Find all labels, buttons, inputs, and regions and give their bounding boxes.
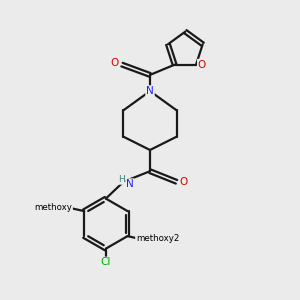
Text: O: O bbox=[63, 202, 70, 212]
Text: methoxy: methoxy bbox=[34, 203, 72, 212]
Text: H: H bbox=[118, 175, 124, 184]
Text: O: O bbox=[141, 233, 149, 243]
Text: N: N bbox=[126, 179, 134, 189]
Text: N: N bbox=[146, 86, 154, 96]
Text: O: O bbox=[110, 58, 119, 68]
Text: O: O bbox=[198, 60, 206, 70]
Text: O: O bbox=[180, 177, 188, 187]
Text: methoxy2: methoxy2 bbox=[136, 234, 179, 243]
Text: Cl: Cl bbox=[100, 257, 111, 268]
